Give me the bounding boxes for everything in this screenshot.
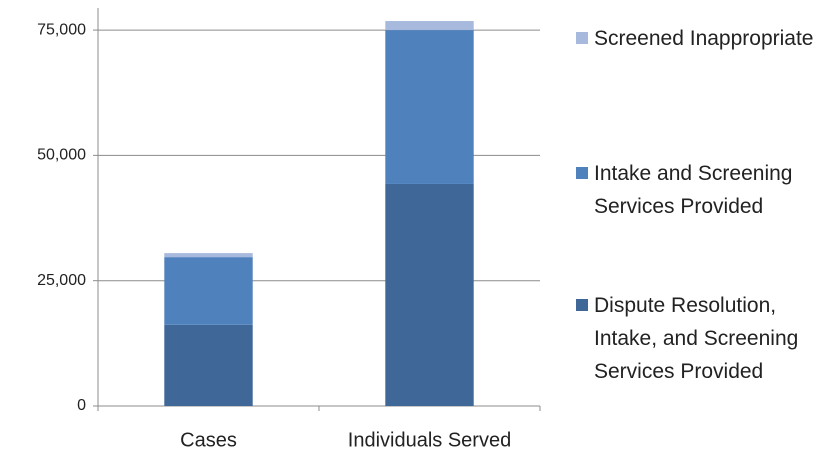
bar-segment	[385, 21, 474, 31]
x-tick-label: Individuals Served	[348, 429, 511, 451]
y-tick-label: 0	[77, 397, 86, 414]
legend-item: Screened Inappropriate	[576, 22, 816, 55]
bar-segment	[164, 253, 253, 258]
legend-item: Dispute Resolution, Intake, and Screenin…	[576, 289, 816, 388]
bar-segment	[385, 30, 474, 184]
legend-label: Screened Inappropriate	[594, 27, 814, 50]
bar-segment	[164, 324, 253, 406]
legend-swatch	[576, 32, 588, 44]
legend-label: Intake and Screening Services Provided	[594, 162, 793, 218]
legend-swatch	[576, 167, 588, 179]
y-tick-label: 25,000	[37, 272, 86, 289]
legend-swatch	[576, 299, 588, 311]
legend-label: Dispute Resolution, Intake, and Screenin…	[594, 294, 799, 383]
y-tick-label: 75,000	[37, 21, 86, 38]
bar-segment	[164, 257, 253, 325]
y-tick-label: 50,000	[37, 147, 86, 164]
x-tick-label: Cases	[180, 429, 237, 451]
bar-segment	[385, 183, 474, 406]
legend-item: Intake and Screening Services Provided	[576, 157, 816, 223]
